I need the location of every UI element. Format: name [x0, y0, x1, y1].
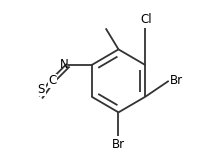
Text: Br: Br [112, 138, 125, 151]
Text: Br: Br [170, 74, 183, 87]
Text: C: C [48, 74, 57, 87]
Text: S: S [38, 83, 45, 96]
Text: Cl: Cl [140, 13, 152, 26]
Text: N: N [60, 58, 69, 71]
